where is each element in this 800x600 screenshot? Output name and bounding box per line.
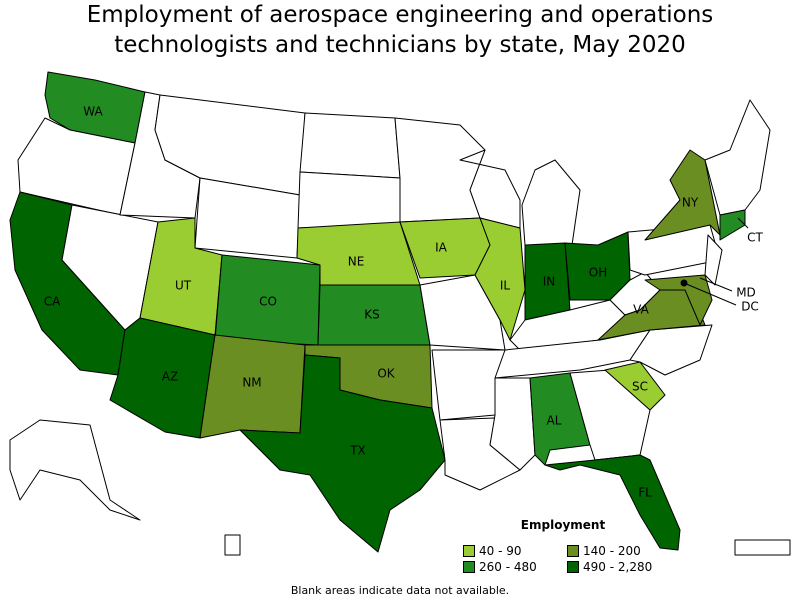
state-label-ks: KS [364,308,380,322]
state-label-ca: CA [44,295,61,309]
state-label-az: AZ [162,370,178,384]
leader-line [699,277,733,292]
legend-item: 260 - 480 [463,560,567,574]
state-mo[interactable] [419,274,506,351]
state-label-ut: UT [175,279,192,293]
legend-label: 140 - 200 [583,544,641,558]
legend-title: Employment [520,518,606,532]
state-neng[interactable] [704,99,771,216]
legend-swatch [463,561,475,573]
state-mn[interactable] [394,117,486,223]
legend-item: 490 - 2,280 [567,560,667,574]
state-label-fl: FL [638,486,652,500]
state-label-oh: OH [589,266,607,280]
state-label-co: CO [259,295,277,309]
state-label-ok: OK [377,367,395,381]
state-label-in: IN [543,275,556,289]
state-ny[interactable] [644,149,721,241]
state-sc[interactable] [604,361,666,411]
leader-line [737,217,749,229]
map-title: Employment of aerospace engineering and … [86,2,714,58]
state-ak[interactable] [9,419,141,521]
legend-item: 40 - 90 [463,544,567,558]
state-label-dc: DC [741,300,759,314]
state-label-il: IL [500,279,511,293]
state-label-ct: CT [747,231,763,245]
state-ct[interactable] [719,209,746,241]
state-nj[interactable] [704,234,723,286]
leader-line [683,282,737,306]
state-mi[interactable] [521,159,581,246]
state-label-al: AL [547,414,562,428]
state-sd[interactable] [297,171,401,229]
state-label-md: MD [736,286,756,300]
state-label-nm: NM [242,376,261,390]
legend-label: 40 - 90 [479,544,522,558]
state-label-ia: IA [435,241,448,255]
legend-item: 140 - 200 [567,544,667,558]
state-il[interactable] [474,217,526,341]
legend-label: 260 - 480 [479,560,537,574]
legend-swatch [567,561,579,573]
legend-swatch [463,545,475,557]
legend-swatch [567,545,579,557]
state-label-va: VA [633,303,649,317]
state-label-sc: SC [632,380,648,394]
state-ar[interactable] [431,349,506,421]
state-nd[interactable] [299,112,401,179]
state-hi[interactable] [224,534,241,556]
state-label-ne: NE [348,255,365,269]
footnote: Blank areas indicate data not available. [290,584,510,597]
state-pr[interactable] [734,539,791,556]
state-label-tx: TX [349,444,366,458]
state-label-ny: NY [682,196,699,210]
state-fl[interactable] [544,454,681,551]
state-label-wa: WA [83,105,103,119]
legend: Employment 40 - 90 140 - 200 260 - 480 4… [463,518,663,574]
legend-label: 490 - 2,280 [583,560,653,574]
state-tx[interactable] [239,354,446,553]
